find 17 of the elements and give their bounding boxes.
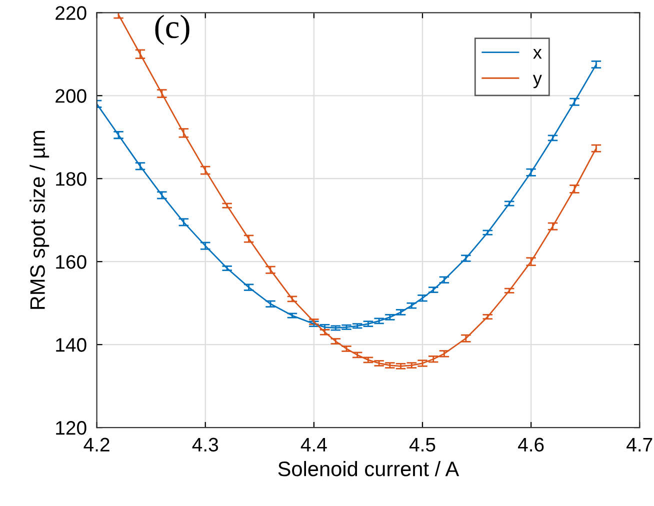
y-axis-title: RMS spot size / µm xyxy=(30,130,50,309)
x-tick-label: 4.7 xyxy=(626,438,652,452)
legend-label: y xyxy=(532,74,542,88)
y-tick-label: 160 xyxy=(56,255,86,269)
x-tick-label: 4.6 xyxy=(518,438,544,452)
x-tick-label: 4.5 xyxy=(409,438,436,452)
legend-label: x xyxy=(533,49,542,59)
y-tick-label: 220 xyxy=(56,6,86,20)
x-axis-title: Solenoid current / A xyxy=(278,460,460,476)
y-tick-label: 140 xyxy=(56,338,86,352)
annotation: (c) xyxy=(155,14,190,45)
y-tick-label: 120 xyxy=(56,421,86,435)
y-tick-label: 180 xyxy=(56,172,86,186)
x-tick-label: 4.2 xyxy=(84,438,110,452)
x-tick-label: 4.4 xyxy=(300,438,327,452)
x-tick-label: 4.3 xyxy=(192,438,218,452)
y-tick-label: 200 xyxy=(56,89,86,103)
